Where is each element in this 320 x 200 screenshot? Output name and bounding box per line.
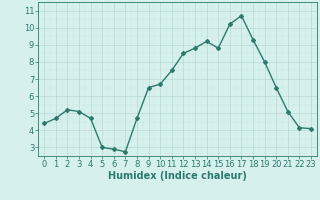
X-axis label: Humidex (Indice chaleur): Humidex (Indice chaleur): [108, 171, 247, 181]
